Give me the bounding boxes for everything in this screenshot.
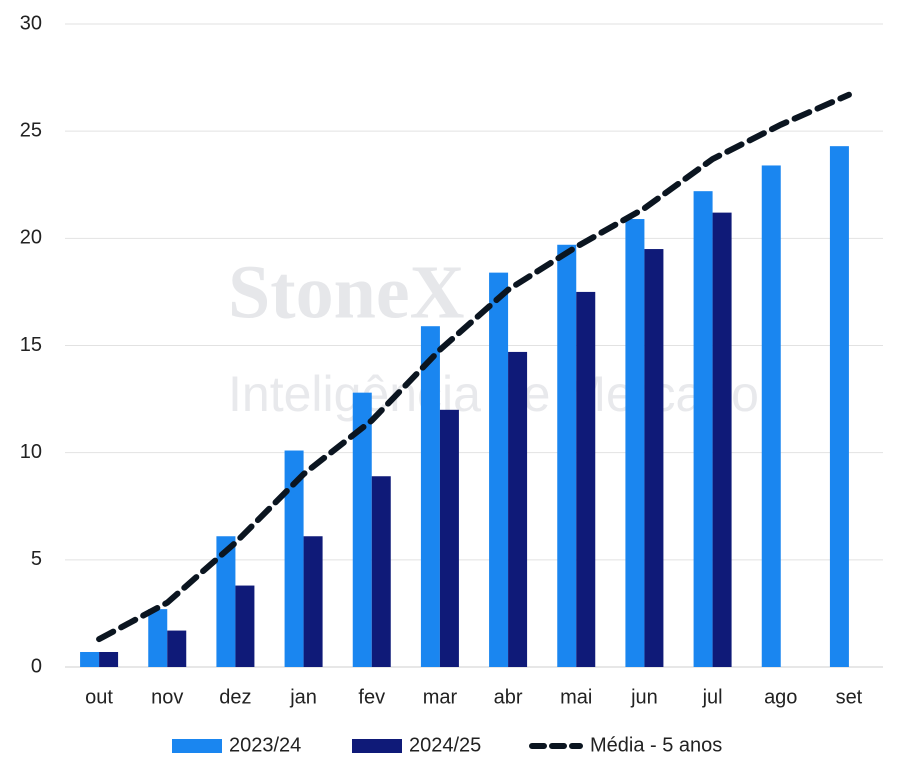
bar bbox=[625, 219, 645, 667]
y-tick-label: 10 bbox=[20, 441, 42, 463]
bar bbox=[557, 244, 577, 667]
x-tick-label: jan bbox=[289, 686, 317, 708]
bar bbox=[508, 351, 528, 667]
bar bbox=[167, 630, 187, 667]
bar bbox=[352, 392, 372, 667]
bar bbox=[80, 651, 100, 667]
y-tick-label: 25 bbox=[20, 119, 42, 141]
bar bbox=[99, 651, 119, 667]
x-tick-label: mar bbox=[423, 686, 458, 708]
bar bbox=[576, 291, 596, 667]
legend-swatch bbox=[352, 739, 402, 753]
x-tick-label: jul bbox=[702, 686, 723, 708]
bar bbox=[235, 585, 255, 667]
x-tick-label: nov bbox=[151, 686, 183, 708]
bar bbox=[303, 536, 323, 667]
x-tick-label: mai bbox=[560, 686, 592, 708]
x-tick-label: out bbox=[85, 686, 113, 708]
x-tick-label: dez bbox=[219, 686, 251, 708]
bar bbox=[693, 191, 713, 667]
bar bbox=[420, 326, 440, 667]
bar bbox=[712, 212, 732, 667]
legend-label: Média - 5 anos bbox=[590, 734, 722, 756]
bar bbox=[439, 409, 459, 667]
legend-swatch bbox=[172, 739, 222, 753]
y-tick-label: 15 bbox=[20, 334, 42, 356]
bar bbox=[148, 609, 168, 667]
bar bbox=[284, 450, 304, 667]
line bbox=[96, 91, 852, 643]
x-tick-label: jun bbox=[630, 686, 658, 708]
legend-label: 2023/24 bbox=[229, 734, 301, 756]
y-tick-label: 0 bbox=[31, 655, 42, 677]
bar bbox=[644, 249, 664, 668]
bar bbox=[829, 146, 849, 668]
bar bbox=[489, 272, 509, 667]
y-tick-label: 30 bbox=[20, 12, 42, 34]
x-tick-label: ago bbox=[764, 686, 797, 708]
y-tick-label: 20 bbox=[20, 227, 42, 249]
x-tick-label: abr bbox=[494, 686, 523, 708]
x-tick-label: fev bbox=[358, 686, 385, 708]
bar bbox=[371, 476, 391, 667]
bar bbox=[216, 536, 236, 667]
bar bbox=[761, 165, 781, 667]
watermark-logo: StoneX bbox=[228, 250, 464, 334]
y-tick-label: 5 bbox=[31, 548, 42, 570]
legend-label: 2024/25 bbox=[409, 734, 481, 756]
x-tick-label: set bbox=[836, 686, 863, 708]
